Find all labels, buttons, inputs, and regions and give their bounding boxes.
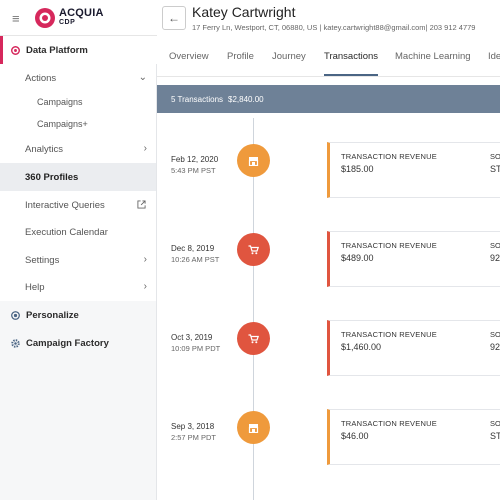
chevron-down-icon: ⌄ xyxy=(138,72,147,83)
chevron-right-icon: › xyxy=(143,143,147,154)
nav-execution-calendar[interactable]: Execution Calendar xyxy=(0,218,156,246)
nav-campaigns-plus[interactable]: Campaigns+ xyxy=(0,113,156,135)
nav-interactive-queries[interactable]: Interactive Queries xyxy=(0,191,156,219)
cart-icon xyxy=(248,244,259,254)
acquia-logo xyxy=(35,8,55,28)
nav-campaigns[interactable]: Campaigns xyxy=(0,91,156,113)
chevron-right-icon: › xyxy=(143,254,147,265)
transaction-marker[interactable] xyxy=(237,411,270,444)
transaction-marker[interactable] xyxy=(237,233,270,266)
nav-actions[interactable]: Actions ⌄ xyxy=(0,64,156,92)
transactions-summary: 5 Transactions $2,840.00 xyxy=(157,85,500,113)
card-value-2: ST xyxy=(490,431,500,441)
nav-personalize[interactable]: Personalize xyxy=(0,301,157,329)
tab-journey[interactable]: Journey xyxy=(272,51,306,62)
card-value-2: ST xyxy=(490,164,500,174)
card-value: $46.00 xyxy=(341,431,369,441)
card-label-2: SO xyxy=(490,241,500,250)
card-label-2: SO xyxy=(490,152,500,161)
entry-time: 10:26 AM PST xyxy=(171,255,220,264)
transaction-card[interactable]: TRANSACTION REVENUE $46.00 SO ST xyxy=(327,409,500,465)
sidebar: ≡ ACQUIA CDP Data Platform Actions ⌄ Cam… xyxy=(0,0,157,500)
card-value-2: 92 xyxy=(490,253,500,263)
transaction-card[interactable]: TRANSACTION REVENUE $185.00 SO ST xyxy=(327,142,500,198)
card-label: TRANSACTION REVENUE xyxy=(341,241,437,250)
menu-icon[interactable]: ≡ xyxy=(12,11,20,26)
chevron-right-icon: › xyxy=(143,281,147,292)
card-value: $1,460.00 xyxy=(341,342,382,352)
card-label-2: SO xyxy=(490,419,500,428)
card-label: TRANSACTION REVENUE xyxy=(341,419,437,428)
nav-360-profiles[interactable]: 360 Profiles xyxy=(0,163,156,191)
entry-date: Dec 8, 2019 xyxy=(171,244,215,253)
profile-name: Katey Cartwright xyxy=(192,4,296,20)
entry-time: 2:57 PM PDT xyxy=(171,433,217,442)
gear-icon xyxy=(11,338,20,348)
cart-icon xyxy=(248,333,259,343)
profile-contact: 17 Ferry Ln, Westport, CT, 06880, US | k… xyxy=(192,23,476,32)
brand-wordmark: ACQUIA CDP xyxy=(59,7,104,27)
tab-machine-learning[interactable]: Machine Learning xyxy=(395,51,471,62)
profile-tabs: Overview Profile Journey Transactions Ma… xyxy=(157,40,500,77)
card-value: $185.00 xyxy=(341,164,374,174)
transaction-total: $2,840.00 xyxy=(228,94,264,104)
brand-bar: ≡ ACQUIA CDP xyxy=(0,0,157,36)
nav-help[interactable]: Help › xyxy=(0,273,156,301)
entry-date: Feb 12, 2020 xyxy=(171,155,219,164)
nav-analytics[interactable]: Analytics › xyxy=(0,135,156,163)
arrow-left-icon: ← xyxy=(168,11,180,25)
entry-date: Oct 3, 2019 xyxy=(171,333,213,342)
card-label: TRANSACTION REVENUE xyxy=(341,152,437,161)
nav-settings[interactable]: Settings › xyxy=(0,246,156,274)
transaction-card[interactable]: TRANSACTION REVENUE $489.00 SO 92 xyxy=(327,231,500,287)
card-label-2: SO xyxy=(490,330,500,339)
store-icon xyxy=(248,156,259,166)
tab-profile[interactable]: Profile xyxy=(227,51,254,62)
tab-overview[interactable]: Overview xyxy=(169,51,209,62)
transaction-marker[interactable] xyxy=(237,322,270,355)
store-icon xyxy=(248,423,259,433)
card-label: TRANSACTION REVENUE xyxy=(341,330,437,339)
transaction-count: 5 Transactions xyxy=(171,94,224,104)
nav-campaign-factory[interactable]: Campaign Factory xyxy=(0,329,157,357)
transactions-timeline: Feb 12, 2020 5:43 PM PST TRANSACTION REV… xyxy=(157,113,500,500)
profile-header: ← Katey Cartwright 17 Ferry Ln, Westport… xyxy=(157,0,500,40)
card-value: $489.00 xyxy=(341,253,374,263)
entry-date: Sep 3, 2018 xyxy=(171,422,215,431)
tab-identity[interactable]: Identity xyxy=(488,51,500,62)
card-value-2: 92 xyxy=(490,342,500,352)
target-icon xyxy=(11,45,20,55)
active-tab-indicator xyxy=(324,74,378,76)
globe-icon xyxy=(11,310,20,320)
entry-time: 5:43 PM PST xyxy=(171,166,216,175)
nav-data-platform[interactable]: Data Platform xyxy=(0,36,157,64)
tab-transactions[interactable]: Transactions xyxy=(324,51,379,62)
entry-time: 10:09 PM PDT xyxy=(171,344,221,353)
transaction-marker[interactable] xyxy=(237,144,270,177)
back-button[interactable]: ← xyxy=(162,6,186,30)
external-link-icon xyxy=(137,200,146,209)
timeline-line xyxy=(253,118,254,500)
transaction-card[interactable]: TRANSACTION REVENUE $1,460.00 SO 92 xyxy=(327,320,500,376)
